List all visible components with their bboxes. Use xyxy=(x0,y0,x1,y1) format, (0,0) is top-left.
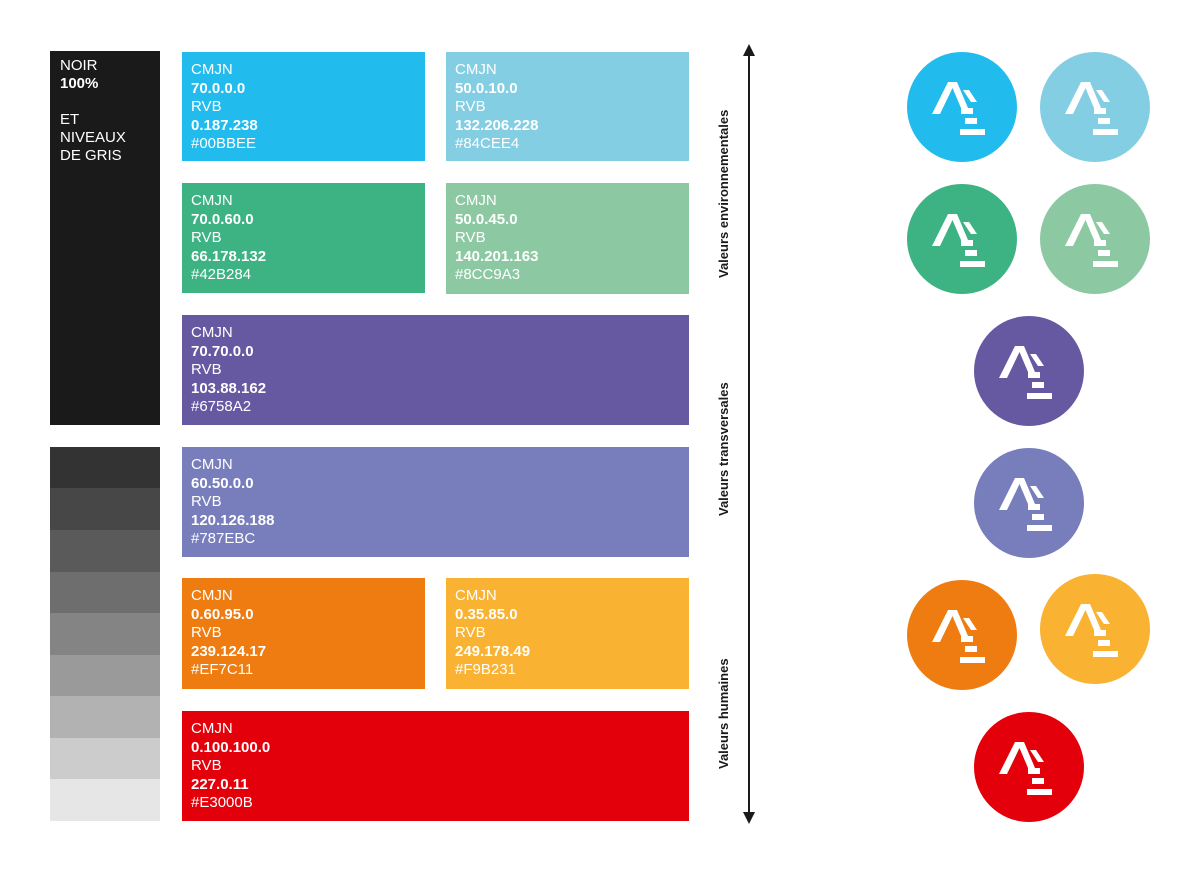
rvb-label: RVB xyxy=(191,624,222,641)
cmjn-value: 70.0.0.0 xyxy=(191,79,246,97)
hex-value: #42B284 xyxy=(191,266,252,283)
logo-yellow xyxy=(1040,574,1150,684)
cmjn-value: 60.50.0.0 xyxy=(191,474,254,492)
hex-value: #8CC9A3 xyxy=(455,266,521,283)
rvb-label: RVB xyxy=(455,98,486,115)
cmjn-label: CMJN xyxy=(191,456,233,473)
rvb-label: RVB xyxy=(191,361,222,378)
logo-orange xyxy=(907,580,1017,690)
grey-swatch-5 xyxy=(50,613,160,655)
logo-mark-icon xyxy=(932,82,985,135)
logo-cyan xyxy=(907,52,1017,162)
logo-purple xyxy=(974,316,1084,426)
noir-percent: 100% xyxy=(60,75,99,92)
cmjn-label: CMJN xyxy=(191,720,233,737)
arrow-up-icon xyxy=(743,44,755,56)
grey-swatch-8 xyxy=(50,738,160,780)
rvb-value: 239.124.17 xyxy=(191,642,267,660)
rvb-label: RVB xyxy=(191,98,222,115)
noir-de-gris: DE GRIS xyxy=(60,147,122,164)
cmjn-label: CMJN xyxy=(191,587,233,604)
cmjn-value: 0.60.95.0 xyxy=(191,605,254,623)
logo-mark-icon xyxy=(999,478,1052,531)
cmjn-value: 0.100.100.0 xyxy=(191,738,271,756)
noir-niveaux: NIVEAUX xyxy=(60,129,126,146)
arrow-down-icon xyxy=(743,812,755,824)
noir-et: ET xyxy=(60,111,80,128)
swatch-purple: CMJN 70.70.0.0 RVB 103.88.162 #6758A2 xyxy=(182,315,689,425)
logo-green xyxy=(907,184,1017,294)
hex-value: #6758A2 xyxy=(191,398,252,415)
cmjn-value: 70.70.0.0 xyxy=(191,342,254,360)
logo-mark-icon xyxy=(999,742,1052,795)
cmjn-label: CMJN xyxy=(191,61,233,78)
rvb-value: 0.187.238 xyxy=(191,116,258,134)
rvb-label: RVB xyxy=(455,229,486,246)
logo-light-blue xyxy=(1040,52,1150,162)
rvb-value: 103.88.162 xyxy=(191,379,267,397)
logo-mark-icon xyxy=(1065,82,1118,135)
logo-mark-icon xyxy=(932,214,985,267)
hex-value: #84CEE4 xyxy=(455,135,520,152)
rvb-label: RVB xyxy=(191,493,222,510)
swatch-light-blue: CMJN 50.0.10.0 RVB 132.206.228 #84CEE4 xyxy=(446,52,689,161)
grey-swatch-1 xyxy=(50,447,160,489)
hex-value: #F9B231 xyxy=(455,661,516,678)
axis-label-transversal: Valeurs transversales xyxy=(716,382,731,516)
hex-value: #E3000B xyxy=(191,794,253,811)
axis-label-human: Valeurs humaines xyxy=(716,658,731,769)
logo-red xyxy=(974,712,1084,822)
rvb-value: 132.206.228 xyxy=(455,116,539,134)
swatch-green: CMJN 70.0.60.0 RVB 66.178.132 #42B284 xyxy=(182,183,425,293)
logo-mark-icon xyxy=(999,346,1052,399)
rvb-label: RVB xyxy=(191,757,222,774)
hex-value: #787EBC xyxy=(191,530,256,547)
swatch-yellow: CMJN 0.35.85.0 RVB 249.178.49 #F9B231 xyxy=(446,578,689,689)
grey-swatch-7 xyxy=(50,696,160,738)
cmjn-label: CMJN xyxy=(455,587,497,604)
hex-value: #00BBEE xyxy=(191,135,257,152)
cmjn-value: 50.0.45.0 xyxy=(455,210,518,228)
grey-swatch-6 xyxy=(50,655,160,697)
grey-swatch-9 xyxy=(50,779,160,821)
axis-label-environmental: Valeurs environnementales xyxy=(716,109,731,278)
rvb-value: 249.178.49 xyxy=(455,642,531,660)
rvb-value: 66.178.132 xyxy=(191,247,267,265)
swatch-red: CMJN 0.100.100.0 RVB 227.0.11 #E3000B xyxy=(182,711,689,821)
grey-swatch-4 xyxy=(50,572,160,614)
rvb-value: 120.126.188 xyxy=(191,511,275,529)
values-axis-line xyxy=(748,52,750,820)
logo-light-green xyxy=(1040,184,1150,294)
swatch-cyan: CMJN 70.0.0.0 RVB 0.187.238 #00BBEE xyxy=(182,52,425,161)
rvb-value: 140.201.163 xyxy=(455,247,539,265)
rvb-label: RVB xyxy=(191,229,222,246)
cmjn-label: CMJN xyxy=(455,192,497,209)
cmjn-label: CMJN xyxy=(191,324,233,341)
cmjn-value: 50.0.10.0 xyxy=(455,79,518,97)
grey-swatch-2 xyxy=(50,488,160,530)
cmjn-label: CMJN xyxy=(191,192,233,209)
logo-mark-icon xyxy=(932,610,985,663)
noir-swatch: NOIR 100% ET NIVEAUX DE GRIS xyxy=(50,51,160,425)
logo-lavender xyxy=(974,448,1084,558)
rvb-value: 227.0.11 xyxy=(191,775,249,793)
swatch-orange: CMJN 0.60.95.0 RVB 239.124.17 #EF7C11 xyxy=(182,578,425,689)
swatch-light-green: CMJN 50.0.45.0 RVB 140.201.163 #8CC9A3 xyxy=(446,183,689,294)
hex-value: #EF7C11 xyxy=(191,661,254,678)
logo-mark-icon xyxy=(1065,604,1118,657)
cmjn-value: 70.0.60.0 xyxy=(191,210,254,228)
swatch-lavender: CMJN 60.50.0.0 RVB 120.126.188 #787EBC xyxy=(182,447,689,557)
cmjn-label: CMJN xyxy=(455,61,497,78)
rvb-label: RVB xyxy=(455,624,486,641)
noir-label: NOIR xyxy=(60,57,98,74)
grey-swatch-3 xyxy=(50,530,160,572)
logo-mark-icon xyxy=(1065,214,1118,267)
cmjn-value: 0.35.85.0 xyxy=(455,605,518,623)
